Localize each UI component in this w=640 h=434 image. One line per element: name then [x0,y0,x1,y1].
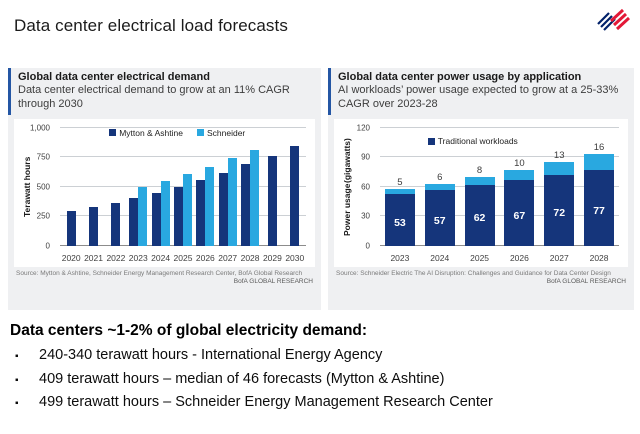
left-chart-legend: Mytton & Ashtine Schneider [109,128,245,138]
right-chart-plot-area: 5 53 6 57 8 62 10 67 13 72 16 77 Traditional worklo… [380,126,619,246]
page-title: Data center electrical load forecasts [14,16,288,35]
bottom-summary: Data centers ~1-2% of global electricity… [10,322,632,418]
left-chart-title: Global data center electrical demand [18,71,210,83]
left-chart-plot-area: Mytton & Ashtine Schneider [60,126,306,246]
bullet-text: 240-340 terawatt hours - International E… [39,347,383,363]
list-item: ▪ 240-340 terawatt hours - International… [10,347,632,363]
right-chart-legend: Traditional workloads [427,136,518,146]
summary-heading: Data centers ~1-2% of global electricity… [10,322,368,339]
right-chart-bars: 5 53 6 57 8 62 10 67 13 72 16 77 [380,128,619,246]
bullet-square-icon: ▪ [15,398,19,409]
bullet-text: 499 terawatt hours – Schneider Energy Ma… [39,394,493,410]
left-panel-header: Global data center electrical demand Dat… [8,68,321,115]
bullet-text: 409 terawatt hours – median of 46 foreca… [39,370,445,387]
right-bofa-watermark: BofA GLOBAL RESEARCH [546,277,626,285]
left-chart: Terawatt hours 0 250 500 750 1,000 Mytton & … [14,118,315,267]
right-chart-y-ticks: 0 30 60 90 120 [356,123,370,251]
right-panel: Global data center power usage by applic… [328,68,634,310]
right-source-note: Source: Schneider Electric The AI Disrup… [336,269,611,277]
list-item: ▪ 499 terawatt hours – Schneider Energy … [10,394,632,410]
left-chart-y-ticks: 0 250 500 750 1,000 [29,123,50,251]
left-chart-bars [60,128,306,246]
left-panel: Global data center electrical demand Dat… [8,68,321,310]
right-chart-x-axis-labels: 2023 2024 2025 2026 2027 2028 [390,252,609,263]
left-bofa-watermark: BofA GLOBAL RESEARCH [233,277,313,285]
left-chart-subtitle: Data center electrical demand to grow at… [18,84,290,111]
bullet-square-icon: ▪ [15,374,19,386]
bank-of-america-logo [597,8,631,31]
right-chart-subtitle: AI workloads’ power usage expected to gr… [338,84,619,111]
right-chart: Power usage (gigawatts) 0 30 60 90 120 5 53 6 57… [334,118,628,267]
right-panel-header: Global data center power usage by applic… [328,68,634,115]
left-source-note: Source: Mytton & Ashtine, Schneider Ener… [16,269,303,277]
bullet-square-icon: ▪ [15,351,19,362]
left-chart-x-axis-labels: 2020 2021 2022 2023 2024 2025 2026 2027 2028 2029… [61,252,305,263]
list-item: ▪ 409 terawatt hours – median of 46 fore… [10,371,632,387]
right-chart-title: Global data center power usage by applic… [338,71,582,83]
